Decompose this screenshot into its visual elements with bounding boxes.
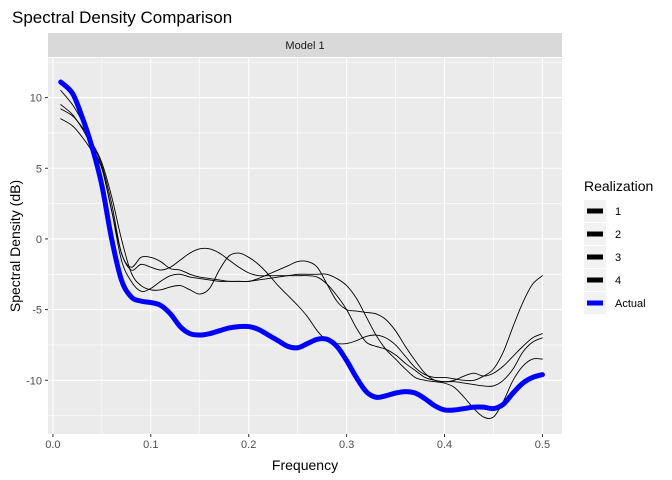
series-line-4 (60, 108, 543, 382)
x-tick-label: 0.4 (437, 439, 452, 451)
x-axis-title: Frequency (272, 457, 338, 473)
grid-lines (48, 58, 562, 434)
y-tick-label: 5 (36, 163, 42, 175)
legend-label: 4 (615, 275, 621, 287)
y-tick-label: 10 (30, 93, 42, 105)
axis-ticks: 0.0 0.1 0.2 0.3 0.4 0.5 -10 -5 0 5 10 (26, 93, 550, 451)
chart-title: Spectral Density Comparison (12, 8, 232, 27)
legend-label: 2 (615, 229, 621, 241)
y-tick-label: 0 (36, 234, 42, 246)
series-lines (58, 79, 545, 419)
x-tick-label: 0.0 (45, 439, 60, 451)
y-axis-title: Spectral Density (dB) (7, 180, 23, 312)
x-tick-label: 0.3 (339, 439, 354, 451)
y-tick-label: -10 (26, 375, 42, 387)
legend-label: 1 (615, 206, 621, 218)
x-tick-label: 0.2 (241, 439, 256, 451)
facet-strip (48, 33, 562, 57)
y-tick-label: -5 (32, 305, 42, 317)
legend-label: 3 (615, 252, 621, 264)
series-line-1 (60, 104, 543, 387)
x-tick-label: 0.5 (535, 439, 550, 451)
series-line-actual (58, 79, 545, 413)
x-tick-label: 0.1 (143, 439, 158, 451)
legend-label: Actual (615, 298, 646, 310)
series-line-2 (60, 90, 543, 383)
legend: Realization 1 2 3 4 Actual (584, 178, 653, 314)
plot-panel (48, 58, 562, 434)
facet-strip-label: Model 1 (285, 40, 324, 52)
series-line-3 (60, 118, 543, 419)
legend-title: Realization (584, 178, 653, 194)
